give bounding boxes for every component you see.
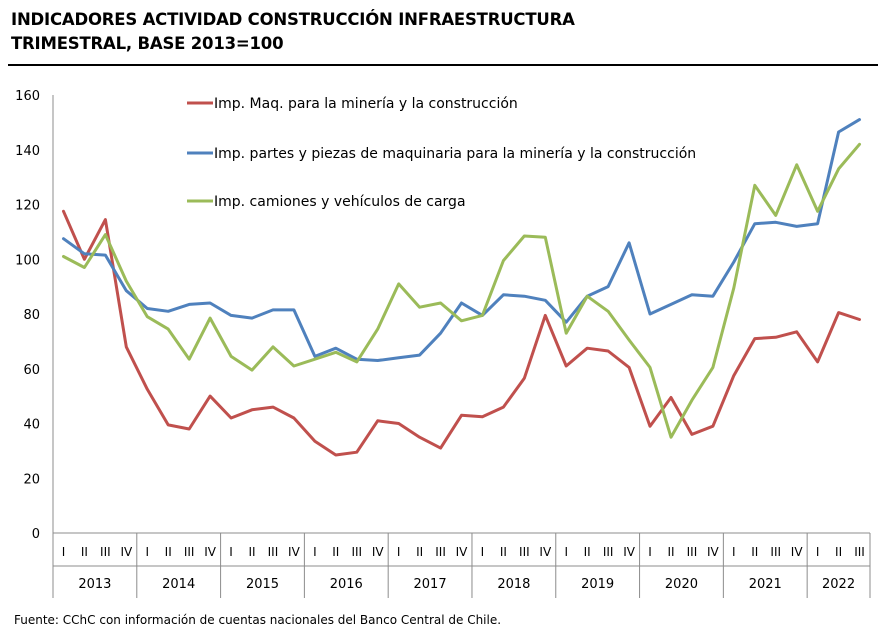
x-quarter-label: I [397, 545, 401, 559]
y-tick-label: 0 [32, 527, 40, 542]
series-line-2 [62, 118, 861, 362]
x-quarter-label: IV [288, 545, 301, 559]
y-tick-label: 140 [15, 144, 40, 159]
y-tick-label: 80 [23, 308, 40, 323]
x-quarter-label: III [351, 545, 362, 559]
x-quarter-label: IV [204, 545, 217, 559]
x-quarter-label: III [268, 545, 279, 559]
x-quarter-label: I [313, 545, 317, 559]
title-divider [8, 64, 878, 66]
x-quarter-label: I [816, 545, 820, 559]
x-quarter-label: IV [539, 545, 552, 559]
x-quarter-label: III [100, 545, 111, 559]
x-quarter-label: III [687, 545, 698, 559]
y-tick-label: 40 [23, 418, 40, 433]
x-year-label: 2015 [246, 577, 279, 592]
y-tick-label: 100 [15, 253, 40, 268]
x-quarter-label: III [770, 545, 781, 559]
legend-label: Imp. camiones y vehículos de carga [214, 194, 466, 210]
x-quarter-label: IV [456, 545, 469, 559]
y-tick-label: 20 [23, 472, 40, 487]
x-quarter-label: IV [372, 545, 385, 559]
x-year-label: 2017 [414, 577, 447, 592]
x-quarter-label: II [500, 545, 507, 559]
x-year-label: 2022 [822, 577, 855, 592]
legend-label: Imp. Maq. para la minería y la construcc… [214, 96, 518, 112]
x-quarter-label: I [648, 545, 652, 559]
x-quarter-label: II [667, 545, 674, 559]
chart-title: INDICADORES ACTIVIDAD CONSTRUCCIÓN INFRA… [11, 8, 575, 56]
x-quarter-label: II [248, 545, 255, 559]
y-tick-label: 60 [23, 363, 40, 378]
x-quarter-label: II [584, 545, 591, 559]
x-quarter-label: III [184, 545, 195, 559]
x-quarter-label: IV [120, 545, 133, 559]
y-tick-label: 120 [15, 199, 40, 214]
x-year-label: 2020 [665, 577, 698, 592]
x-quarter-label: I [564, 545, 568, 559]
x-quarter-label: II [416, 545, 423, 559]
x-quarter-label: III [435, 545, 446, 559]
x-year-label: 2021 [749, 577, 782, 592]
x-quarter-label: IV [791, 545, 804, 559]
y-tick-label: 160 [15, 89, 40, 104]
x-quarter-label: III [519, 545, 530, 559]
x-quarter-label: I [481, 545, 485, 559]
x-year-label: 2016 [330, 577, 363, 592]
source-note: Fuente: CChC con información de cuentas … [14, 613, 502, 627]
series-line-1 [62, 209, 861, 457]
x-year-label: 2013 [78, 577, 111, 592]
chart-title-line1: INDICADORES ACTIVIDAD CONSTRUCCIÓN INFRA… [11, 10, 575, 29]
x-quarter-label: II [165, 545, 172, 559]
x-quarter-label: I [145, 545, 149, 559]
x-quarter-label: IV [707, 545, 720, 559]
x-quarter-label: I [62, 545, 66, 559]
x-quarter-label: II [751, 545, 758, 559]
x-quarter-label: I [732, 545, 736, 559]
x-quarter-label: II [332, 545, 339, 559]
x-quarter-label: II [81, 545, 88, 559]
chart-title-line2: TRIMESTRAL, BASE 2013=100 [11, 34, 284, 53]
x-year-label: 2019 [581, 577, 614, 592]
x-quarter-label: III [854, 545, 865, 559]
x-quarter-label: IV [623, 545, 636, 559]
x-year-label: 2018 [497, 577, 530, 592]
legend: Imp. Maq. para la minería y la construcc… [187, 96, 696, 210]
x-quarter-label: I [229, 545, 233, 559]
x-quarter-label: III [603, 545, 614, 559]
legend-label: Imp. partes y piezas de maquinaria para … [214, 146, 696, 162]
series-line-3 [62, 142, 861, 439]
series-lines [62, 118, 861, 457]
x-quarter-label: II [835, 545, 842, 559]
x-year-label: 2014 [162, 577, 195, 592]
